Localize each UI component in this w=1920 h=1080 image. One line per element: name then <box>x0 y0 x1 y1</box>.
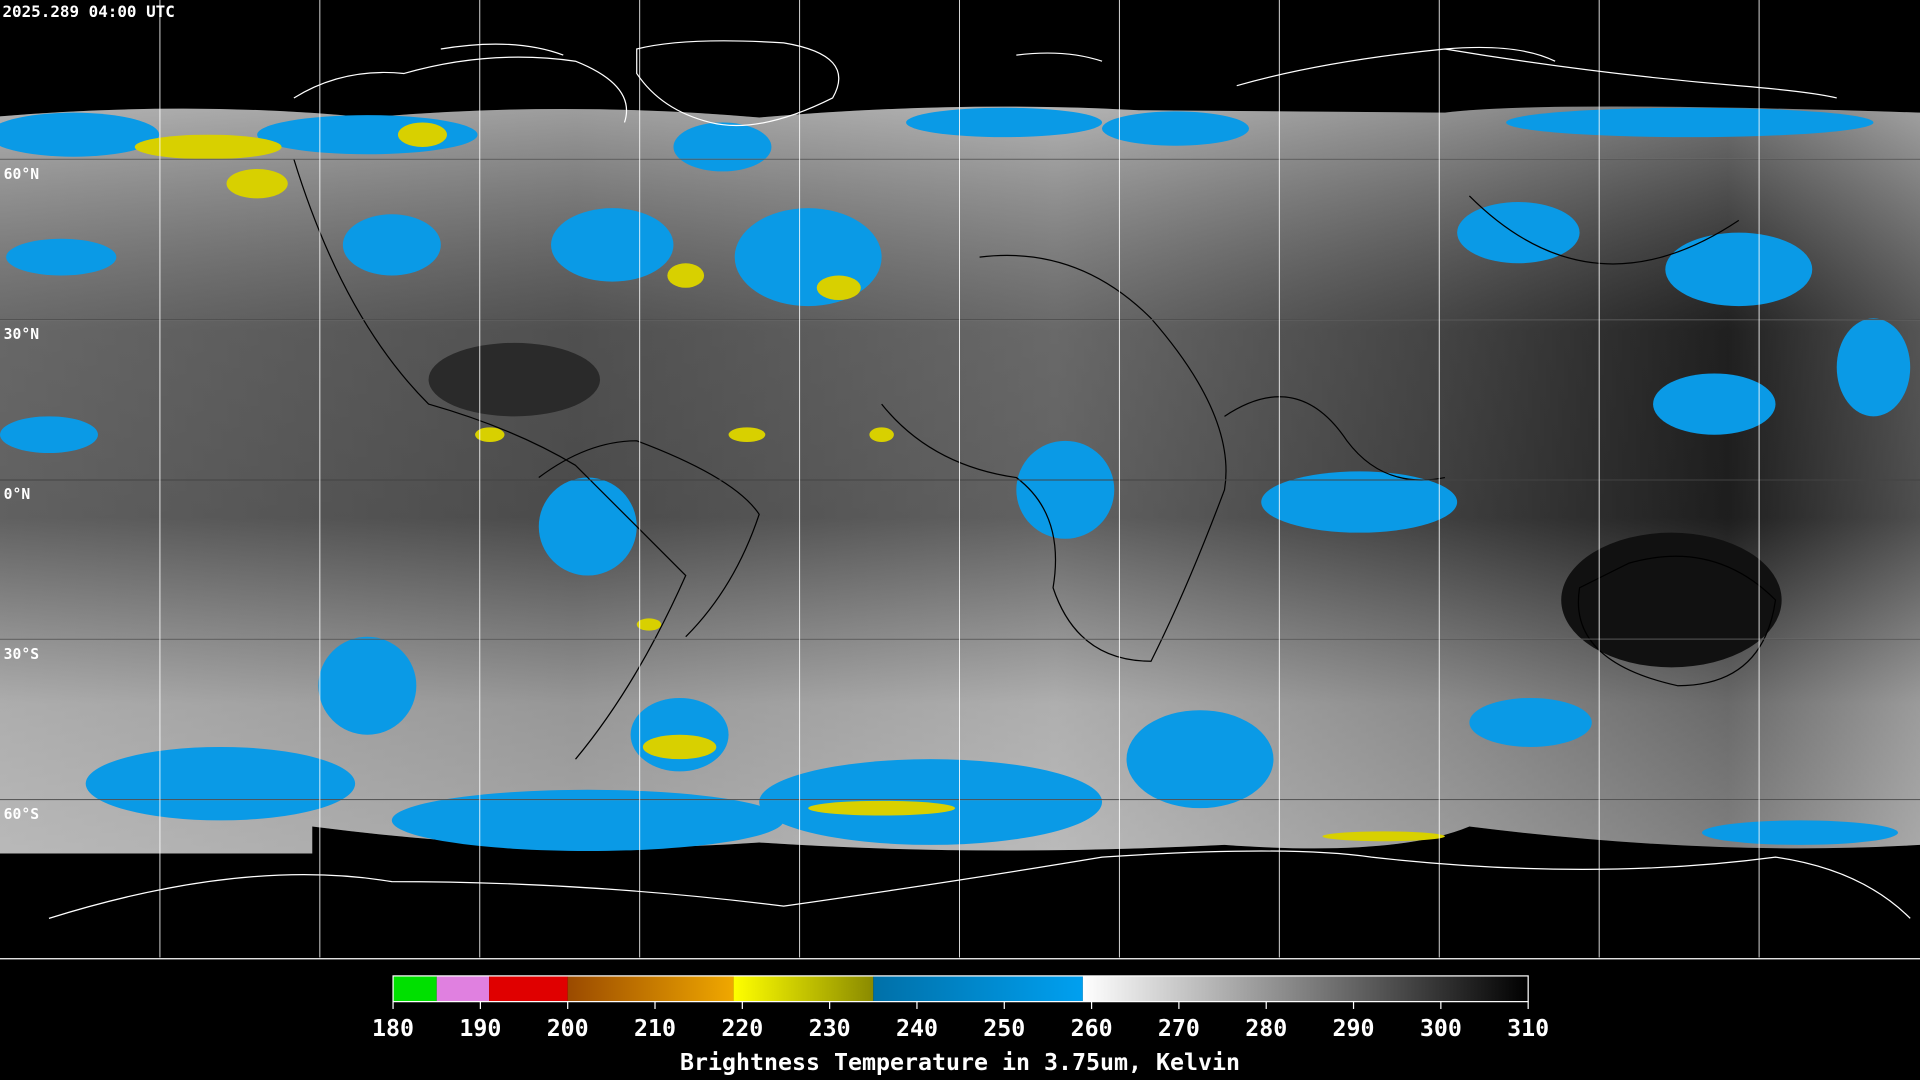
latitude-label: 30°N <box>4 326 39 343</box>
meridians <box>159 0 1760 958</box>
latitude-label: 60°S <box>4 806 39 823</box>
colorbar-tick-label: 260 <box>1071 1015 1113 1042</box>
colorbar-title: Brightness Temperature in 3.75um, Kelvin <box>680 1049 1240 1076</box>
colorbar-segment <box>873 975 1083 1002</box>
colorbar-tick-label: 270 <box>1158 1015 1200 1042</box>
colorbar-tick-label: 180 <box>372 1015 414 1042</box>
colorbar-segment <box>489 975 568 1002</box>
colorbar-segment <box>567 975 734 1002</box>
colorbar-tick-label: 190 <box>459 1015 501 1042</box>
colorbar-frame <box>392 975 1529 1003</box>
colorbar-tick-label: 290 <box>1333 1015 1375 1042</box>
colorbar-segment <box>1082 975 1529 1002</box>
timestamp: 2025.289 04:00 UTC <box>2 2 174 21</box>
colorbar-tick-label: 300 <box>1420 1015 1462 1042</box>
colorbar-segment <box>393 975 437 1002</box>
colorbar-tick-label: 250 <box>983 1015 1025 1042</box>
colorbar-tick-label: 220 <box>721 1015 763 1042</box>
colorbar-tick-label: 210 <box>634 1015 676 1042</box>
colorbar-segment <box>436 975 490 1002</box>
latitude-labels: 60°N 30°N 0°N 30°S 60°S <box>4 166 39 823</box>
colorbar-tick-label: 240 <box>896 1015 938 1042</box>
colorbar: 180 190 200 210 220 230 240 250 260 270 280 290 300 3… <box>372 975 1549 1042</box>
colorbar-tick-label: 280 <box>1245 1015 1287 1042</box>
colorbar-tick-label: 200 <box>547 1015 589 1042</box>
coastlines <box>48 40 1911 919</box>
latitude-label: 0°N <box>4 486 31 503</box>
colorbar-tick-label: 230 <box>809 1015 851 1042</box>
latitude-label: 60°N <box>4 166 39 183</box>
colorbar-segment <box>733 975 874 1002</box>
latitude-label: 30°S <box>4 646 39 663</box>
colorbar-tick-label: 310 <box>1507 1015 1549 1042</box>
